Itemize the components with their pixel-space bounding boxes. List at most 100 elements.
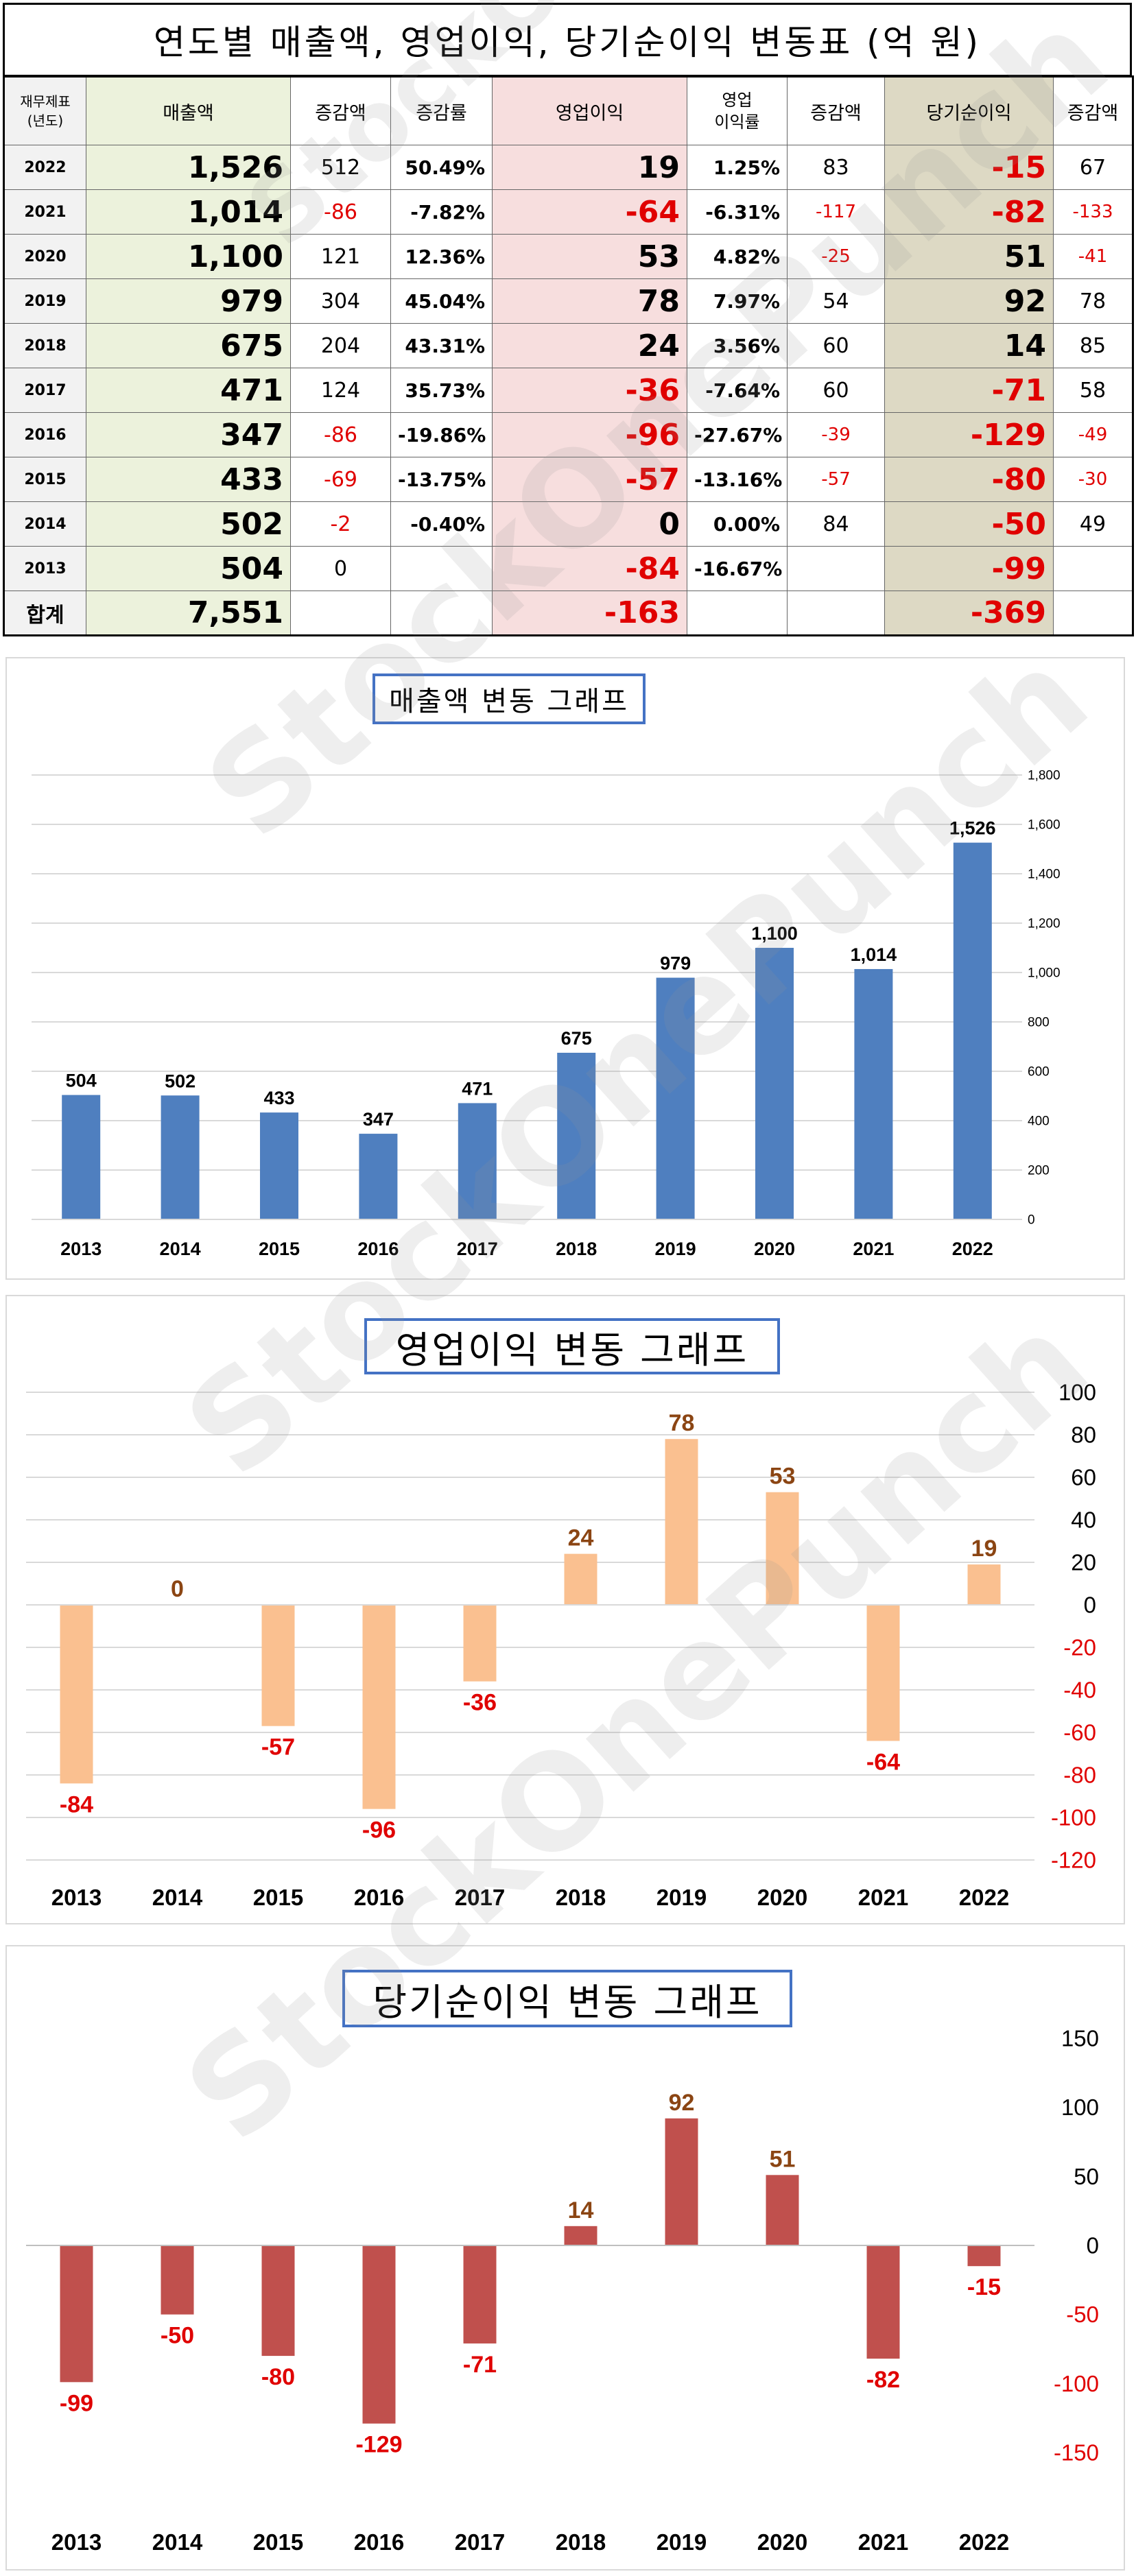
cell-op-margin: -16.67%: [687, 546, 788, 591]
cell-total-op-income: -163: [492, 591, 687, 636]
bar-2016: [359, 1134, 398, 1219]
cell-revenue-rate: 43.31%: [390, 323, 493, 368]
bar-2017: [463, 2245, 497, 2344]
cell-op-margin: -6.31%: [687, 189, 788, 235]
cell-op-change: 83: [787, 145, 885, 190]
x-tick-label: 2016: [354, 1885, 404, 1910]
table-title: 연도별 매출액, 영업이익, 당기순이익 변동표 (억 원): [3, 3, 1132, 77]
cell-op-income: -96: [492, 412, 687, 457]
data-label-2017: -71: [463, 2352, 497, 2378]
header-op-margin-line1: 영업: [722, 91, 753, 110]
cell-op-income: -36: [492, 368, 687, 413]
y-tick-label: 0: [1087, 2233, 1099, 2258]
cell-net-income: -50: [884, 501, 1054, 547]
cell-op-margin: -13.16%: [687, 457, 788, 502]
cell-empty: [1053, 591, 1133, 636]
cell-revenue: 502: [86, 501, 291, 547]
x-tick-label: 2021: [853, 1239, 894, 1259]
data-label-2016: 347: [363, 1109, 394, 1130]
data-label-2015: 433: [263, 1088, 294, 1108]
header-op-change: 증감액: [787, 76, 885, 145]
data-label-2021: -64: [866, 1749, 900, 1775]
cell-op-margin: -7.64%: [687, 368, 788, 413]
y-tick-label: 50: [1074, 2164, 1099, 2189]
net-income-chart-title: 당기순이익 변동 그래프: [342, 1970, 792, 2027]
x-tick-label: 2013: [51, 2529, 102, 2555]
cell-revenue: 433: [86, 457, 291, 502]
bar-2013: [60, 2245, 93, 2383]
x-tick-label: 2019: [655, 1239, 696, 1259]
cell-revenue-change: 0: [290, 546, 391, 591]
y-tick-label: -100: [1051, 1805, 1096, 1830]
header-year-line2: (년도): [27, 112, 64, 129]
bar-2015: [261, 2245, 295, 2357]
bar-2022: [967, 2245, 1001, 2267]
data-label-2019: 78: [669, 1410, 695, 1436]
cell-revenue-rate: -13.75%: [390, 457, 493, 502]
revenue-chart: 0 200 400 600 800 1,000 1,200 1,400 1,600 1,800 50…: [32, 769, 1061, 1259]
x-tick-label: 2013: [60, 1239, 102, 1259]
cell-net-change: -49: [1053, 412, 1133, 457]
data-label-2015: -80: [261, 2364, 295, 2390]
data-label-2020: 51: [770, 2146, 796, 2172]
table-body: 2022 1,526 512 50.49% 19 1.25% 83 -15 67 2021 1,01…: [3, 145, 1133, 636]
cell-op-change: 60: [787, 368, 885, 413]
x-tick-label: 2022: [952, 1239, 993, 1259]
x-tick-label: 2015: [253, 1885, 303, 1910]
y-tick-label: 1,800: [1028, 769, 1061, 783]
bar-2021: [866, 2245, 900, 2359]
table-row: 2016 347 -86 -19.86% -96 -27.67% -39 -129 -49: [3, 412, 1133, 457]
bar-2017: [458, 1103, 497, 1219]
x-tick-label: 2017: [455, 2529, 505, 2555]
cell-revenue-rate: -7.82%: [390, 189, 493, 235]
y-tick-label: 400: [1028, 1114, 1050, 1129]
data-label-2017: 471: [462, 1078, 493, 1099]
data-label-2016: -96: [362, 1817, 396, 1844]
cell-revenue: 1,526: [86, 145, 291, 190]
cell-net-change: -30: [1053, 457, 1133, 502]
cell-revenue-change: -69: [290, 457, 391, 502]
cell-total-net-income: -369: [884, 591, 1054, 636]
x-tick-label: 2019: [656, 2529, 707, 2555]
header-net-change: 증감액: [1053, 76, 1133, 145]
cell-net-change: 78: [1053, 278, 1133, 324]
cell-net-income: -99: [884, 546, 1054, 591]
cell-op-income: -84: [492, 546, 687, 591]
table-row: 2017 471 124 35.73% -36 -7.64% 60 -71 58: [3, 368, 1133, 413]
cell-revenue-change: 204: [290, 323, 391, 368]
cell-net-income: 92: [884, 278, 1054, 324]
data-label-2020: 53: [770, 1464, 796, 1490]
cell-net-change: -41: [1053, 234, 1133, 279]
cell-revenue: 675: [86, 323, 291, 368]
y-tick-label: -60: [1063, 1720, 1096, 1745]
cell-op-income: 19: [492, 145, 687, 190]
data-label-2022: 1,526: [949, 818, 996, 839]
header-op-margin-line2: 이익률: [714, 112, 760, 132]
bar-2022: [967, 1564, 1001, 1605]
header-net-income: 당기순이익: [884, 76, 1054, 145]
y-tick-label: -100: [1054, 2371, 1099, 2396]
cell-net-income: -82: [884, 189, 1054, 235]
data-label-2022: -15: [967, 2274, 1001, 2300]
cell-net-change: [1053, 546, 1133, 591]
y-tick-label: 1,400: [1028, 868, 1061, 882]
y-tick-label: 20: [1071, 1550, 1096, 1575]
data-label-2021: 1,014: [851, 944, 897, 965]
data-label-2020: 1,100: [751, 923, 798, 944]
cell-net-change: 58: [1053, 368, 1133, 413]
table-row: 2020 1,100 121 12.36% 53 4.82% -25 51 -41: [3, 234, 1133, 279]
bar-2016: [362, 1605, 396, 1809]
data-label-2016: -129: [355, 2432, 402, 2458]
cell-op-margin: 7.97%: [687, 278, 788, 324]
bar-2014: [161, 2245, 194, 2315]
data-label-2018: 675: [561, 1028, 592, 1049]
header-revenue-rate: 증감률: [390, 76, 493, 145]
cell-empty: [687, 591, 788, 636]
header-op-margin: 영업 이익률: [687, 76, 788, 145]
op-income-chart: -120 -100 -80 -60 -40 -20 0 20 40 60 80 100 -84 2013 0…: [26, 1380, 1096, 1910]
cell-revenue: 1,014: [86, 189, 291, 235]
cell-empty: [390, 591, 493, 636]
cell-revenue-change: -2: [290, 501, 391, 547]
net-income-chart-panel: 당기순이익 변동 그래프 -150 -100 -50 0 50 100 150 -99 2013…: [5, 1945, 1125, 2571]
y-tick-label: -40: [1063, 1678, 1096, 1703]
